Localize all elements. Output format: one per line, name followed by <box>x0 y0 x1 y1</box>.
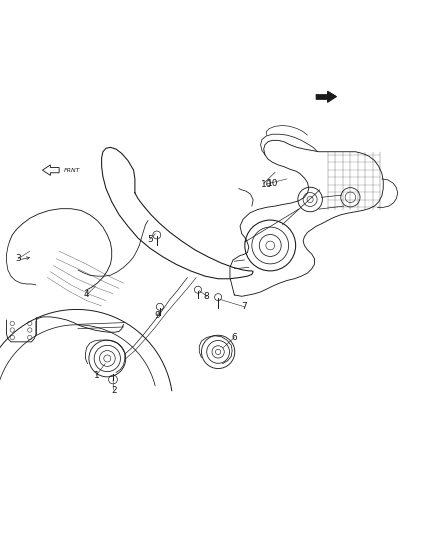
Text: 10: 10 <box>267 179 279 188</box>
Text: 5: 5 <box>147 235 153 244</box>
Text: 2: 2 <box>111 385 117 394</box>
Text: 8: 8 <box>204 292 210 301</box>
Text: 10: 10 <box>261 180 272 189</box>
Text: 1: 1 <box>93 370 99 379</box>
Polygon shape <box>42 165 59 175</box>
Text: 7: 7 <box>241 302 247 311</box>
Polygon shape <box>316 91 336 102</box>
Text: FRNT: FRNT <box>64 168 80 173</box>
Text: 6: 6 <box>231 333 237 342</box>
Text: 9: 9 <box>154 311 160 320</box>
Text: 4: 4 <box>84 290 89 300</box>
Text: 3: 3 <box>15 254 21 263</box>
